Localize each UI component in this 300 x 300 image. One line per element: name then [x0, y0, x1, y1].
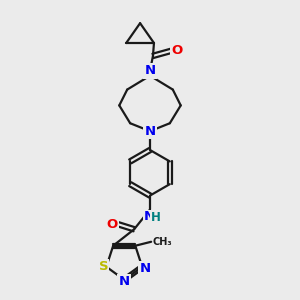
Text: O: O: [107, 218, 118, 231]
Text: N: N: [119, 275, 130, 288]
Text: O: O: [171, 44, 182, 57]
Text: H: H: [151, 212, 161, 224]
Text: N: N: [143, 210, 155, 224]
Text: N: N: [144, 64, 156, 77]
Text: N: N: [144, 125, 156, 138]
Text: N: N: [140, 262, 151, 275]
Text: S: S: [99, 260, 108, 273]
Text: CH₃: CH₃: [152, 237, 172, 247]
